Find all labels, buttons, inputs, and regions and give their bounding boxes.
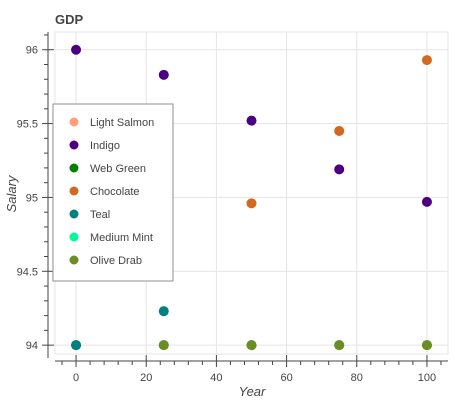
chart-title: GDP bbox=[55, 12, 84, 27]
y-tick-label: 96 bbox=[26, 45, 38, 57]
legend-label-light-salmon: Light Salmon bbox=[90, 117, 154, 129]
data-point-olive-drab bbox=[158, 340, 169, 351]
legend-label-indigo: Indigo bbox=[90, 140, 120, 152]
y-tick-label: 95 bbox=[26, 192, 38, 204]
x-tick-label: 80 bbox=[351, 372, 363, 384]
legend-label-web-green: Web Green bbox=[90, 163, 146, 175]
legend-label-teal: Teal bbox=[90, 209, 110, 221]
data-point-indigo bbox=[334, 164, 345, 175]
data-point-chocolate bbox=[334, 125, 345, 136]
data-point-olive-drab bbox=[421, 340, 432, 351]
x-tick-label: 100 bbox=[418, 372, 436, 384]
axes: 0 20 40 60 80 100 94 94.5 95 95.5 96 bbox=[17, 32, 448, 384]
x-tick-label: 40 bbox=[210, 372, 222, 384]
x-axis-label: Year bbox=[239, 384, 266, 399]
legend-marker-indigo bbox=[69, 140, 79, 150]
x-tick-label: 0 bbox=[73, 372, 79, 384]
data-point-indigo bbox=[246, 115, 257, 126]
legend-label-chocolate: Chocolate bbox=[90, 186, 140, 198]
y-axis-label: Salary bbox=[4, 174, 19, 212]
y-tick-label: 94.5 bbox=[17, 266, 38, 278]
legend-marker-light-salmon bbox=[69, 117, 79, 127]
legend-marker-web-green bbox=[69, 163, 79, 173]
data-point-chocolate bbox=[421, 55, 432, 66]
x-tick-label: 60 bbox=[280, 372, 292, 384]
legend-marker-teal bbox=[69, 209, 79, 219]
data-point-indigo bbox=[158, 69, 169, 80]
legend-marker-chocolate bbox=[69, 186, 79, 196]
y-tick-label: 95.5 bbox=[17, 119, 38, 131]
data-point-chocolate bbox=[246, 198, 257, 209]
data-point-indigo bbox=[421, 196, 432, 207]
legend-marker-olive-drab bbox=[69, 255, 79, 265]
data-point-indigo bbox=[71, 44, 82, 55]
data-point-olive-drab bbox=[334, 340, 345, 351]
legend-marker-medium-mint bbox=[69, 232, 79, 242]
legend: Light Salmon Indigo Web Green Chocolate Teal… bbox=[52, 103, 174, 282]
data-points bbox=[71, 44, 432, 351]
data-point-teal bbox=[158, 306, 169, 317]
data-point-olive-drab bbox=[246, 340, 257, 351]
legend-label-olive-drab: Olive Drab bbox=[90, 255, 142, 267]
x-tick-label: 20 bbox=[140, 372, 152, 384]
legend-label-medium-mint: Medium Mint bbox=[90, 232, 153, 244]
data-point-teal bbox=[71, 340, 82, 351]
y-tick-label: 94 bbox=[26, 340, 38, 352]
